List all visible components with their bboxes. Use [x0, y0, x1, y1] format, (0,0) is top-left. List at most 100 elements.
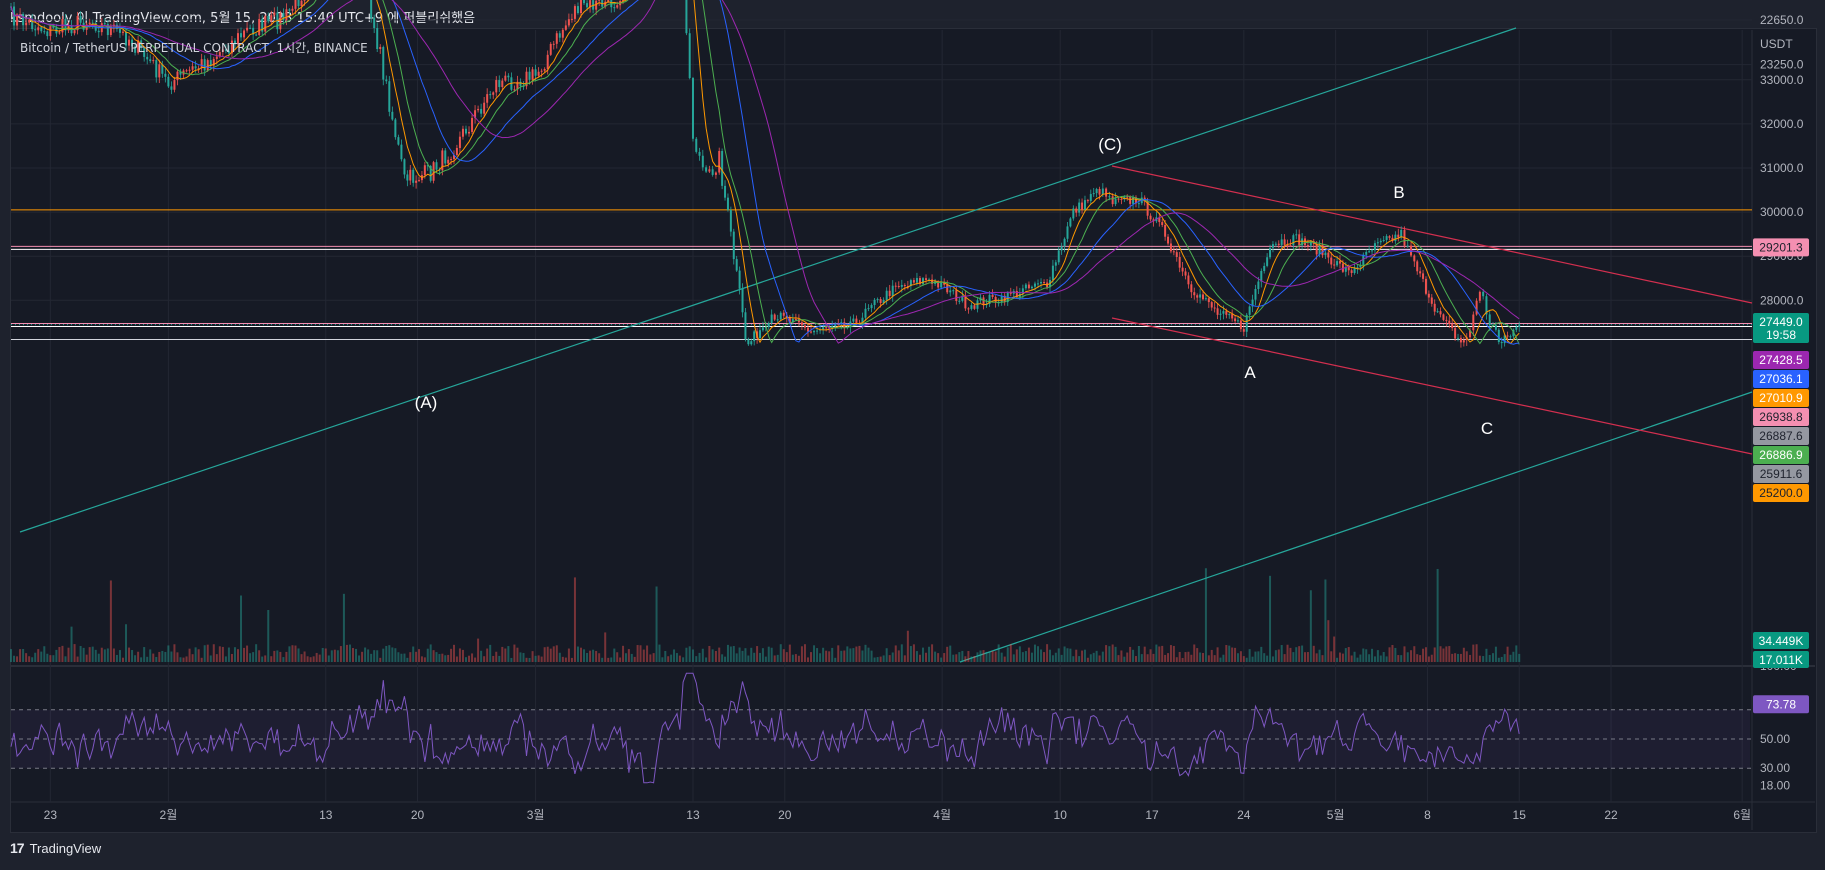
volume-bar [583, 649, 586, 662]
volume-bar [1184, 652, 1187, 662]
volume-bar [567, 648, 570, 662]
candle-body [779, 312, 782, 320]
volume-bar [25, 653, 28, 662]
candle-body [894, 285, 897, 287]
candle-body [273, 12, 276, 16]
volume-bar [1006, 647, 1009, 662]
candle-body [1469, 330, 1472, 338]
candle-body [1324, 252, 1327, 256]
volume-bar [897, 650, 900, 662]
candle-body [152, 60, 155, 62]
candle-body [1439, 311, 1442, 315]
candle-body [1394, 234, 1397, 242]
volume-bar [1338, 652, 1341, 662]
footer[interactable]: 17 TradingView [10, 840, 101, 856]
volume-bar [1081, 650, 1084, 662]
candle-body [576, 6, 579, 14]
volume-bar [179, 657, 182, 662]
volume-bar [840, 650, 843, 662]
candle-body [1089, 194, 1092, 201]
rsi-tag [1753, 695, 1809, 714]
volume-bar [1451, 653, 1454, 662]
candle-body [16, 14, 19, 26]
volume-bar [682, 657, 685, 662]
volume-bar [246, 645, 249, 662]
candle-body [373, 17, 376, 29]
candle-body [218, 52, 221, 57]
volume-bar [1021, 652, 1024, 662]
candle-body [1385, 236, 1388, 240]
volume-bar [685, 647, 688, 662]
candle-body [88, 22, 91, 25]
candle-body [1515, 326, 1518, 330]
candle-body [79, 16, 82, 23]
volume-bar [37, 649, 40, 662]
candle-body [480, 108, 483, 114]
candle-body [258, 18, 261, 35]
volume-bar [1494, 646, 1497, 662]
ma-line-green [10, 0, 1520, 345]
volume-bar [34, 652, 37, 662]
candle-body [516, 81, 519, 90]
candle-body [592, 0, 595, 10]
candle-body [1101, 188, 1104, 195]
volume-bar [670, 654, 673, 662]
volume-bar [1365, 649, 1368, 662]
candle-body [773, 314, 776, 320]
candle-body [943, 281, 946, 285]
candle-body [291, 8, 294, 11]
candle-body [1400, 229, 1403, 238]
candle-body [37, 27, 40, 31]
volume-bar [1388, 647, 1391, 662]
volume-bar [94, 649, 97, 662]
volume-bar [1515, 645, 1518, 662]
volume-bar [345, 644, 348, 662]
candle-body [691, 78, 694, 139]
volume-bar [236, 649, 239, 662]
symbol-title[interactable]: Bitcoin / TetherUS PERPETUAL CONTRACT, 1… [20, 41, 368, 55]
volume-bar [137, 651, 140, 662]
volume-bar [779, 644, 782, 662]
candle-body [1298, 234, 1301, 246]
candle-body [1066, 226, 1069, 239]
volume-bar [1123, 656, 1126, 662]
candle-body [949, 290, 952, 293]
volume-bar [903, 655, 906, 662]
volume-bar [1336, 657, 1339, 662]
volume-bar [691, 649, 694, 662]
volume-bar [882, 655, 885, 662]
volume-bar [589, 650, 592, 662]
volume-bar [1048, 649, 1051, 662]
candle-body [800, 322, 803, 326]
candle-body [474, 110, 477, 118]
volume-bar [1114, 646, 1117, 662]
candle-body [137, 40, 140, 53]
volume-bar [1350, 655, 1353, 662]
volume-bar [70, 626, 73, 662]
volume-bar [1051, 655, 1054, 662]
candle-body [750, 341, 753, 345]
candle-body [501, 80, 504, 88]
volume-bar [729, 646, 732, 662]
candle-body [513, 89, 516, 91]
candle-body [1132, 197, 1135, 204]
candle-body [1054, 262, 1057, 266]
volume-bar [1312, 645, 1315, 662]
volume-bar [173, 644, 176, 662]
volume-bar [695, 656, 698, 662]
volume-bar [1225, 645, 1228, 662]
volume-bar [1134, 656, 1137, 662]
volume-bar [940, 657, 943, 662]
candle-body [1379, 240, 1382, 243]
volume-bar [891, 652, 894, 662]
candle-body [1120, 198, 1123, 200]
volume-bar [852, 648, 855, 662]
candle-body [1347, 267, 1350, 271]
volume-bar [915, 651, 918, 662]
candle-body [252, 27, 255, 35]
volume-bar [592, 649, 595, 662]
candle-body [61, 19, 64, 33]
candle-body [613, 7, 616, 9]
volume-bar [598, 653, 601, 662]
